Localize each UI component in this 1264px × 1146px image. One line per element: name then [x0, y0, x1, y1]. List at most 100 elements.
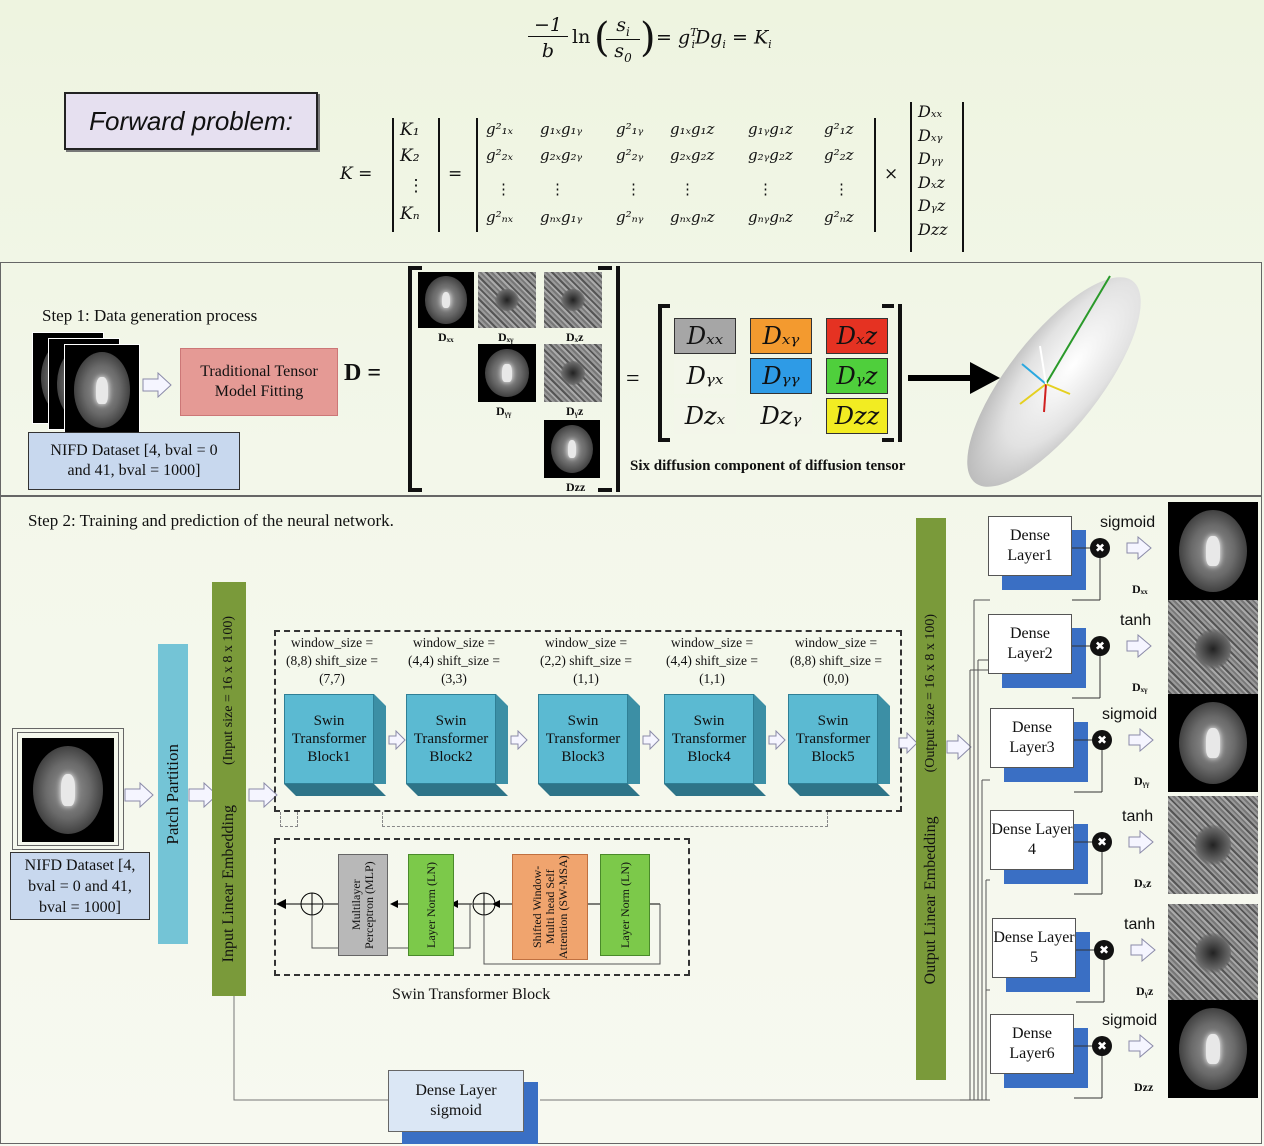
g-cell: g²₁z: [824, 120, 854, 138]
input-embedding-label: Input Linear Embedding: [220, 804, 237, 963]
swin-arrow: [388, 730, 406, 750]
tensor-fitting-box: Traditional Tensor Model Fitting: [180, 348, 338, 416]
arrow-s2-b: [188, 782, 218, 808]
output-arrow: [1130, 938, 1156, 962]
d-equals-label: D =: [344, 360, 382, 386]
tensor-cell: Dᵧz: [826, 358, 888, 394]
g-cell: gₙₓgₙz: [670, 208, 715, 226]
tensor-bracket-br: [882, 438, 894, 442]
component-image-dxy: [478, 272, 536, 328]
dense-layer-label: Dense Layer1: [988, 516, 1072, 576]
output-caption: Dₓₓ: [1132, 582, 1148, 596]
swin-block-face: Swin Transformer Block4: [664, 694, 754, 784]
g-cell: g²₂ᵧ: [616, 146, 644, 164]
dense-layer: Dense Layer1: [988, 516, 1086, 590]
bracket-tl: [408, 266, 422, 270]
output-embedding-label: Output Linear Embedding: [922, 816, 939, 985]
step1-title: Step 1: Data generation process: [42, 306, 258, 325]
matrix-equals: =: [448, 164, 463, 184]
component-image-dyz: [544, 344, 602, 402]
component-image-dyy: [478, 344, 536, 402]
swin-block-face: Swin Transformer Block5: [788, 694, 878, 784]
dense-layer: Dense Layer 4: [990, 810, 1088, 884]
activation-label: sigmoid: [1100, 514, 1156, 531]
g-matrix-bracket: [476, 118, 876, 232]
activation-label: tanh: [1122, 808, 1154, 825]
forward-problem-box: Forward problem:: [64, 92, 318, 150]
output-image: [1168, 904, 1258, 1002]
skip-wires: [233, 996, 974, 1101]
matrix-times: ×: [884, 164, 899, 184]
g-cell: g²ₙᵧ: [616, 208, 644, 226]
eq-s-i: si: [606, 14, 640, 40]
d-vector: Dₓₓ Dₓᵧ Dᵧᵧ Dₓz Dᵧz Dzz: [918, 102, 962, 243]
g-cell: g²ₙₓ: [486, 208, 514, 226]
detail-connector-left: [280, 812, 298, 827]
arrow-to-ellipsoid: [908, 362, 1000, 394]
d-vector-entry: Dₓz: [918, 172, 945, 192]
g-cell: gₙₓg₁ᵧ: [540, 208, 583, 226]
tensor-equals: =: [626, 366, 640, 392]
bracket-bl: [408, 488, 422, 492]
caption-dxz: Dₓz: [566, 330, 584, 344]
layer-norm-1-label: Layer Norm (LN): [423, 862, 438, 948]
dense-layer: Dense Layer6: [990, 1014, 1088, 1088]
mlp-label: Multilayer Perceptron (MLP): [349, 861, 376, 949]
g-cell: g₁ₓg₁ᵧ: [540, 120, 583, 138]
swin-arrow: [642, 730, 660, 750]
output-size-label: (Output size = 16 x 8 x 100): [923, 613, 938, 773]
d-vector-entry: Dₓₓ: [918, 102, 943, 121]
tensor-bracket-tl: [658, 304, 670, 308]
caption-dyz: Dᵧz: [566, 404, 584, 418]
swin-detail-wires: [276, 892, 661, 965]
patch-partition-label: Patch Partition: [163, 743, 182, 845]
multiply-icon: ✖: [1094, 940, 1114, 960]
eq-s-0: s0: [614, 40, 632, 65]
activation-label: tanh: [1124, 916, 1156, 933]
multiply-icon: ✖: [1092, 1036, 1112, 1056]
multiply-icon: ✖: [1092, 730, 1112, 750]
dense-layer-label: Dense Layer 4: [990, 810, 1074, 870]
g-cell: g²₂ₓ: [486, 146, 513, 164]
k-label: K =: [340, 164, 373, 184]
swin-detail-container: [274, 838, 690, 976]
top-equation: −1 b ln ( si s0 ) = gTiDgi = Ki: [520, 12, 800, 68]
caption-dzz: Dzz: [566, 480, 586, 494]
dense-layer-label: Dense Layer 5: [992, 918, 1076, 978]
matrix-equation: K = K₁ K₂ ⋮ Kₙ = g²₁ₓ g₁ₓg₁ᵧ g²₁ᵧ g₁ₓg₁z g₁ᵧ…: [336, 96, 976, 256]
swin-block-side: [628, 694, 640, 784]
output-caption: Dᵧz: [1136, 984, 1154, 998]
component-bracket: [408, 266, 620, 492]
output-arrow: [1126, 536, 1152, 560]
swin-block-bottom: [538, 784, 640, 796]
multiply-icon: ✖: [1092, 832, 1112, 852]
k-vector: K₁ K₂ ⋮ Kₙ: [400, 120, 432, 230]
k-vector-bracket: [392, 118, 440, 232]
output-embedding-text: Output Linear Embedding (Output size = 1…: [922, 614, 940, 984]
dense-layer: Dense Layer2: [988, 614, 1086, 688]
g-cell: g₂ₓg₂ᵧ: [540, 146, 583, 164]
dense-layer: Dense Layer3: [990, 708, 1088, 782]
k-1: K₁: [400, 120, 420, 140]
g-cell: ⋮: [496, 180, 511, 198]
output-arrow: [1128, 728, 1154, 752]
dense-layer: Dense Layer 5: [992, 918, 1090, 992]
arrow-step1-a: [142, 372, 172, 398]
tensor-bracket-tr: [882, 304, 894, 308]
sw-msa-box: Shifted Window-Multi head Self Attention…: [512, 854, 588, 960]
output-arrow: [1128, 830, 1154, 854]
patch-partition: Patch Partition: [158, 644, 188, 944]
swin-params: window_size = (8,8) shift_size = (0,0): [790, 635, 882, 686]
output-caption: Dᵧᵧ: [1134, 774, 1150, 788]
g-cell: ⋮: [834, 180, 849, 198]
step1-dataset-label: NIFD Dataset [4, bval = 0 and 41, bval =…: [50, 442, 218, 479]
step2-title: Step 2: Training and prediction of the n…: [28, 511, 394, 530]
output-linear-embedding: Output Linear Embedding (Output size = 1…: [916, 518, 946, 1080]
diffusion-ellipsoid: [967, 275, 1141, 487]
swin-arrow: [510, 730, 528, 750]
swin-stage-container: [274, 630, 902, 812]
output-image: [1168, 600, 1258, 698]
g-cell: ⋮: [758, 180, 773, 198]
swin-params: window_size = (2,2) shift_size = (1,1): [540, 635, 632, 686]
